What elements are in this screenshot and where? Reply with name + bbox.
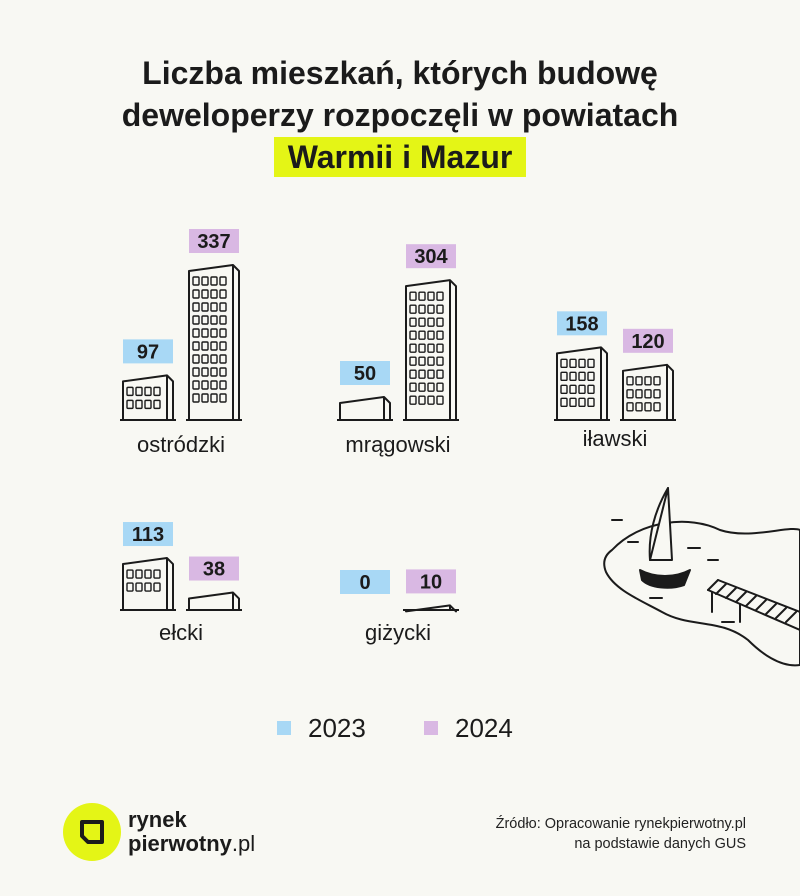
bar-ostródzki-2023: 97 [120, 339, 176, 421]
value-label-iławski-2024: 120 [631, 331, 664, 353]
legend-label-2024: 2024 [455, 713, 513, 743]
source-line-2: na podstawie danych GUS [574, 836, 746, 852]
bar-iławski-2024: 120 [620, 328, 676, 421]
logo-line-1: rynek [128, 807, 187, 832]
legend-label-2023: 2023 [308, 713, 366, 743]
value-badge-giżycki-2024 [406, 569, 456, 594]
bar-giżycki-2023: 0 [340, 570, 390, 594]
bar-ostródzki-2024: 337 [186, 229, 242, 421]
title-line-1: Liczba mieszkań, których budowę [142, 55, 658, 91]
value-label-ełcki-2024: 38 [203, 559, 225, 581]
value-badge-iławski-2024 [623, 328, 673, 353]
bar-mrągowski-2023: 50 [337, 361, 393, 421]
title-highlight: Warmii i Mazur [273, 137, 527, 177]
category-label-iławski: iławski [583, 426, 648, 451]
lake-sailboat-illustration [603, 487, 800, 667]
source-note: Źródło: Opracowanie rynekpierwotny.pl na… [496, 814, 746, 854]
value-label-giżycki-2024: 10 [420, 571, 442, 593]
logo-line-2: pierwotny [128, 831, 232, 856]
bar-iławski-2023: 158 [554, 311, 610, 421]
value-label-mrągowski-2023: 50 [354, 363, 376, 385]
category-label-ełcki: ełcki [159, 620, 203, 645]
legend-swatch-2024 [424, 721, 438, 735]
bar-ełcki-2024: 38 [186, 556, 242, 611]
value-badge-ostródzki-2024 [189, 229, 239, 253]
legend: 2023 2024 [0, 713, 800, 743]
bar-mrągowski-2024: 304 [403, 244, 459, 421]
value-label-giżycki-2023: 0 [359, 572, 370, 594]
logo-icon [63, 803, 121, 861]
value-badge-ełcki-2024 [189, 556, 239, 581]
bar-giżycki-2024: 10 [403, 569, 459, 613]
value-badge-mrągowski-2024 [406, 244, 456, 269]
bar-chart: 97 337 ostródzki 50 304 mrągowski 158 120 iławsk… [120, 229, 800, 667]
value-label-ostródzki-2024: 337 [197, 231, 230, 253]
logo: rynek pierwotny.pl [128, 808, 255, 856]
value-badge-mrągowski-2023 [340, 361, 390, 386]
chart-title: Liczba mieszkań, których budowę dewelope… [0, 52, 800, 178]
value-label-mrągowski-2024: 304 [414, 246, 448, 268]
value-badge-giżycki-2023 [340, 570, 390, 594]
value-label-ełcki-2023: 113 [132, 524, 164, 546]
category-label-giżycki: giżycki [365, 620, 431, 645]
value-label-ostródzki-2023: 97 [137, 341, 159, 363]
value-badge-ostródzki-2023 [123, 339, 173, 364]
value-label-iławski-2023: 158 [565, 313, 598, 335]
legend-swatch-2023 [277, 721, 291, 735]
category-label-ostródzki: ostródzki [137, 432, 225, 457]
logo-domain: .pl [231, 831, 256, 856]
bar-ełcki-2023: 113 [120, 522, 176, 611]
title-line-2: deweloperzy rozpoczęli w powiatach [121, 97, 679, 133]
source-line-1: Źródło: Opracowanie rynekpierwotny.pl [495, 816, 746, 832]
value-badge-ełcki-2023 [123, 522, 173, 547]
category-label-mrągowski: mrągowski [345, 432, 450, 457]
value-badge-iławski-2023 [557, 311, 607, 336]
